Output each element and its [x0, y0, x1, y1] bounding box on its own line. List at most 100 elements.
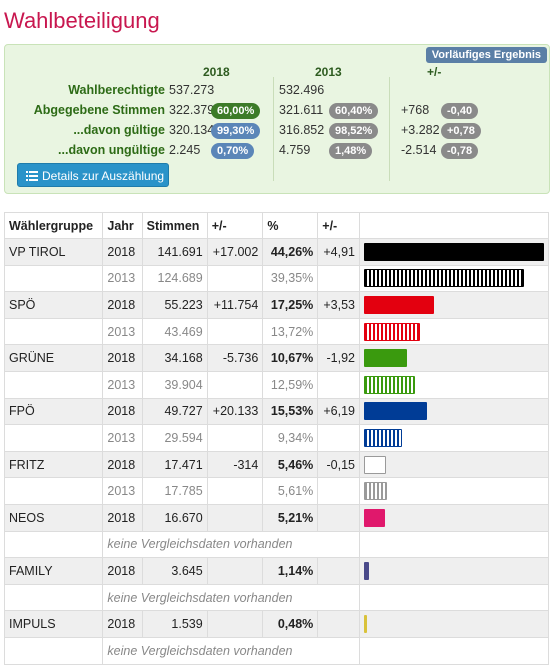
votes: 141.691 — [141, 238, 208, 266]
percent: 44,26% — [262, 238, 319, 266]
percent-diff-pill: +0,78 — [441, 123, 481, 139]
party-name-empty — [3, 477, 104, 505]
percent-diff: +3,53 — [317, 291, 360, 319]
votes: 17.471 — [141, 450, 208, 479]
votes: 49.727 — [141, 397, 208, 426]
votes-diff — [206, 424, 264, 452]
party-name-empty — [3, 264, 104, 293]
header-diff: +/- — [427, 65, 442, 79]
value-2013: 316.852 — [279, 123, 325, 137]
value-2018: 322.379 — [169, 103, 215, 117]
details-count-button[interactable]: Details zur Auszählung — [17, 163, 169, 187]
year: 2018 — [102, 238, 143, 266]
share-bar-2018 — [364, 561, 369, 580]
share-bar-cell — [359, 238, 549, 266]
table-row[interactable]: FPÖ 2018 49.727 +20.133 15,53% +6,19 — [3, 397, 549, 426]
share-bar-2013 — [364, 269, 525, 288]
share-bar-cell — [359, 557, 549, 585]
table-row[interactable]: SPÖ 2018 55.223 +11.754 17,25% +3,53 — [3, 291, 549, 319]
turnout-row-label: ...davon ungültige — [58, 143, 165, 157]
votes-diff — [206, 610, 264, 638]
table-row[interactable]: GRÜNE 2018 34.168 -5.736 10,67% -1,92 — [3, 344, 549, 372]
percent-diff — [317, 610, 360, 638]
col-header-year[interactable]: Jahr — [102, 212, 143, 239]
col-header-bar — [359, 212, 549, 239]
value-diff: -2.514 — [401, 143, 437, 157]
percent-diff — [317, 370, 360, 399]
votes-diff: +20.133 — [206, 397, 264, 426]
votes-diff: -5.736 — [206, 344, 264, 372]
percent-diff — [317, 424, 360, 452]
share-bar-2018 — [364, 508, 386, 527]
party-name: FPÖ — [3, 397, 104, 426]
year: 2013 — [102, 424, 143, 452]
share-bar-2013 — [364, 428, 402, 447]
percent-diff — [317, 503, 360, 532]
year: 2013 — [102, 370, 143, 399]
votes: 17.785 — [141, 477, 208, 505]
turnout-row: ...davon gültige 320.134 99,30% 316.852 98,5… — [5, 123, 551, 142]
party-name: SPÖ — [3, 291, 104, 319]
col-header-group[interactable]: Wählergruppe — [3, 212, 104, 239]
party-name: FAMILY — [3, 557, 104, 585]
table-row: keine Vergleichsdaten vorhanden — [3, 530, 549, 559]
col-header-percent-diff[interactable]: +/- — [317, 212, 360, 239]
votes-diff: +11.754 — [206, 291, 264, 319]
col-header-votes-diff[interactable]: +/- — [206, 212, 264, 239]
list-icon — [26, 171, 38, 181]
year: 2018 — [102, 397, 143, 426]
votes-diff — [206, 477, 264, 505]
share-bar-cell — [359, 610, 549, 638]
percent: 12,59% — [262, 370, 319, 399]
votes: 34.168 — [141, 344, 208, 372]
table-row[interactable]: FAMILY 2018 3.645 1,14% — [3, 557, 549, 585]
percent: 13,72% — [262, 317, 319, 346]
table-row: 2013 39.904 12,59% — [3, 370, 549, 399]
share-bar-cell — [359, 264, 549, 293]
percent-diff — [317, 557, 360, 585]
year: 2018 — [102, 450, 143, 479]
votes: 16.670 — [141, 503, 208, 532]
percent: 5,46% — [262, 450, 319, 479]
party-name-empty — [3, 424, 104, 452]
percent: 0,48% — [262, 610, 319, 638]
share-bar-2018 — [364, 455, 387, 474]
percent-diff-pill: -0,40 — [441, 103, 479, 119]
percent-2013-pill: 60,40% — [329, 103, 379, 119]
share-bar-2018 — [364, 295, 435, 314]
percent-diff: +6,19 — [317, 397, 360, 426]
share-bar-cell — [359, 291, 549, 319]
table-row[interactable]: FRITZ 2018 17.471 -314 5,46% -0,15 — [3, 450, 549, 479]
share-bar-cell — [359, 370, 549, 399]
col-header-percent[interactable]: % — [262, 212, 319, 239]
votes: 3.645 — [141, 557, 208, 585]
table-body: VP TIROL 2018 141.691 +17.002 44,26% +4,91 201… — [3, 238, 549, 665]
percent: 15,53% — [262, 397, 319, 426]
votes: 1.539 — [141, 610, 208, 638]
details-button-label: Details zur Auszählung — [42, 169, 165, 183]
table-row[interactable]: NEOS 2018 16.670 5,21% — [3, 503, 549, 532]
year: 2018 — [102, 557, 143, 585]
table-row[interactable]: IMPULS 2018 1.539 0,48% — [3, 610, 549, 638]
no-comparison-data: keine Vergleichsdaten vorhanden — [102, 530, 360, 559]
party-name: IMPULS — [3, 610, 104, 638]
share-bar-cell — [359, 583, 549, 612]
votes-diff — [206, 557, 264, 585]
col-header-votes[interactable]: Stimmen — [141, 212, 208, 239]
turnout-row: Abgegebene Stimmen 322.379 60,00% 321.611 60… — [5, 103, 551, 122]
share-bar-cell — [359, 424, 549, 452]
share-bar-2018 — [364, 242, 544, 261]
value-diff: +3.282 — [401, 123, 440, 137]
percent-diff: +4,91 — [317, 238, 360, 266]
year: 2013 — [102, 317, 143, 346]
votes-diff: +17.002 — [206, 238, 264, 266]
percent-diff: -0,15 — [317, 450, 360, 479]
page-title: Wahlbeteiligung — [4, 8, 160, 33]
share-bar-cell — [359, 450, 549, 479]
no-comparison-data: keine Vergleichsdaten vorhanden — [102, 583, 360, 612]
table-row[interactable]: VP TIROL 2018 141.691 +17.002 44,26% +4,91 — [3, 238, 549, 266]
votes: 55.223 — [141, 291, 208, 319]
percent: 39,35% — [262, 264, 319, 293]
year: 2018 — [102, 610, 143, 638]
